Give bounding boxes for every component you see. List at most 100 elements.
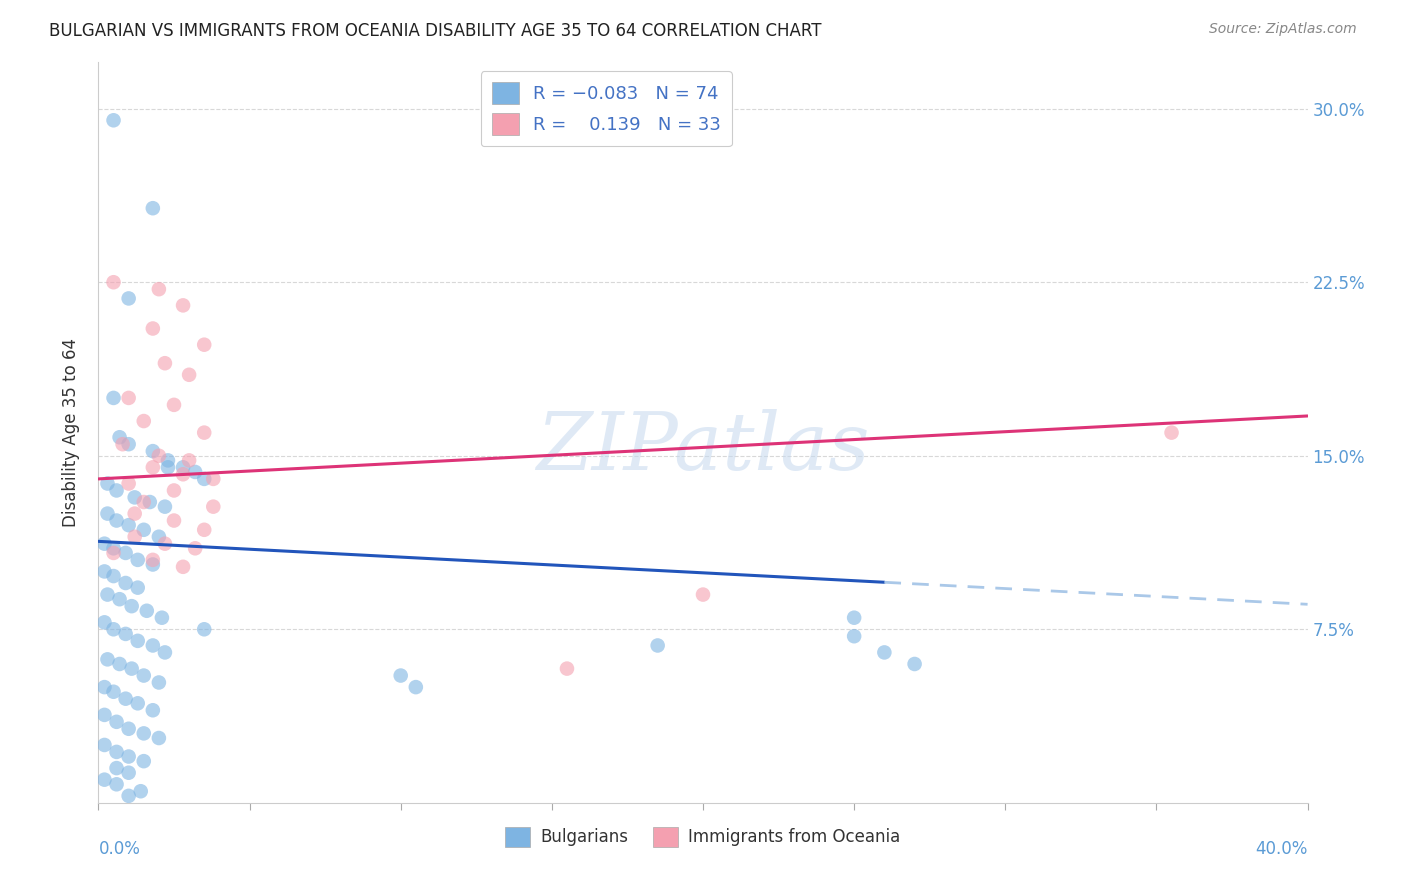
Point (121, 599, 143, 614)
Point (93, 536, 115, 550)
Point (118, 518, 141, 533)
Point (142, 444, 165, 458)
Point (121, 662, 143, 676)
Point (114, 576, 136, 591)
Point (172, 460, 194, 475)
Point (93, 680, 115, 694)
Point (105, 714, 128, 729)
Point (692, 588, 714, 602)
Point (904, 657, 927, 671)
Point (129, 784, 152, 798)
Point (118, 749, 141, 764)
Point (389, 668, 412, 682)
Point (127, 633, 149, 648)
Point (108, 592, 131, 607)
Point (127, 696, 149, 710)
Point (153, 356, 176, 370)
Point (103, 113, 125, 128)
Point (156, 460, 179, 475)
Text: Source: ZipAtlas.com: Source: ZipAtlas.com (1209, 22, 1357, 37)
Point (111, 437, 134, 451)
Point (172, 559, 194, 574)
Point (103, 569, 125, 583)
Point (555, 662, 578, 676)
Point (105, 514, 128, 528)
Point (118, 765, 141, 780)
Point (193, 425, 215, 440)
Point (163, 398, 186, 412)
Point (114, 627, 136, 641)
Point (153, 645, 176, 659)
Y-axis label: Disability Age 35 to 64: Disability Age 35 to 64 (62, 338, 80, 527)
Point (148, 731, 170, 745)
Point (93, 738, 115, 752)
Point (148, 449, 170, 463)
Point (93, 565, 115, 579)
Point (132, 414, 155, 428)
Point (844, 629, 866, 643)
Point (105, 761, 128, 775)
Point (103, 391, 125, 405)
Point (148, 530, 170, 544)
Point (142, 201, 165, 215)
Point (1160, 425, 1182, 440)
Point (193, 337, 215, 351)
Point (118, 722, 141, 736)
Point (127, 581, 149, 595)
Point (93, 772, 115, 787)
Point (103, 541, 125, 556)
Point (179, 453, 201, 467)
Point (148, 282, 170, 296)
Point (114, 546, 136, 560)
Point (184, 465, 207, 479)
Point (163, 483, 186, 498)
Point (108, 657, 131, 671)
Point (105, 745, 128, 759)
Point (873, 645, 896, 659)
Point (193, 472, 215, 486)
Point (124, 530, 146, 544)
Point (118, 391, 141, 405)
Point (114, 691, 136, 706)
Point (156, 453, 179, 467)
Point (148, 675, 170, 690)
Text: 40.0%: 40.0% (1256, 840, 1308, 858)
Point (153, 536, 176, 550)
Point (163, 514, 186, 528)
Point (93, 707, 115, 722)
Point (135, 604, 157, 618)
Point (139, 495, 162, 509)
Point (96, 507, 118, 521)
Point (142, 460, 165, 475)
Point (103, 622, 125, 636)
Point (142, 321, 165, 335)
Point (96, 652, 118, 666)
Point (150, 610, 173, 624)
Text: BULGARIAN VS IMMIGRANTS FROM OCEANIA DISABILITY AGE 35 TO 64 CORRELATION CHART: BULGARIAN VS IMMIGRANTS FROM OCEANIA DIS… (49, 22, 821, 40)
Point (103, 275, 125, 289)
Point (153, 500, 176, 514)
Point (179, 368, 201, 382)
Point (844, 610, 866, 624)
Point (142, 553, 165, 567)
Point (647, 639, 669, 653)
Point (184, 541, 207, 556)
Point (193, 622, 215, 636)
Point (118, 789, 141, 803)
Point (118, 476, 141, 491)
Point (193, 523, 215, 537)
Legend: Bulgarians, Immigrants from Oceania: Bulgarians, Immigrants from Oceania (499, 820, 907, 854)
Point (105, 777, 128, 791)
Point (96, 476, 118, 491)
Point (127, 553, 149, 567)
Point (202, 472, 225, 486)
Point (103, 546, 125, 560)
Point (142, 639, 165, 653)
Point (132, 754, 155, 768)
Point (132, 668, 155, 682)
Point (142, 703, 165, 717)
Point (96, 588, 118, 602)
Point (105, 483, 128, 498)
Point (118, 292, 141, 306)
Point (405, 680, 427, 694)
